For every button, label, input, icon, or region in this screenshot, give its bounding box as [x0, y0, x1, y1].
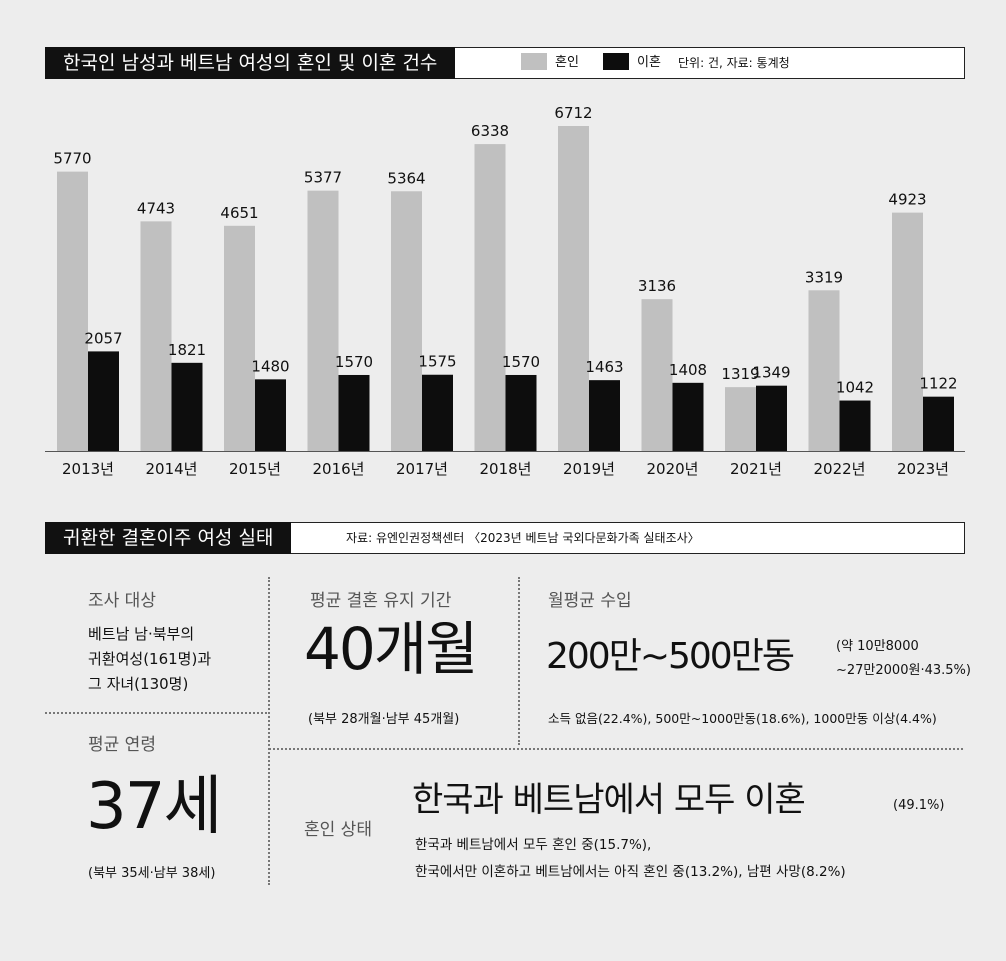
income-note: (약 10만8000 ~27만2000원·43.5%): [836, 635, 971, 683]
x-tick-label: 2019년: [563, 460, 615, 478]
survey-target-line: 베트남 남·북부의: [88, 625, 195, 643]
legend-divorce: 이혼: [603, 48, 661, 78]
data-label-marriage: 4923: [888, 191, 926, 209]
survey-header-bar: 귀환한 결혼이주 여성 실태 자료: 유엔인권정책센터 〈2023년 베트남 국…: [45, 522, 965, 554]
x-tick-label: 2022년: [814, 460, 866, 478]
unit-source-note: 단위: 건, 자료: 통계청: [678, 56, 790, 70]
bar-marriage: [808, 290, 840, 451]
data-label-divorce: 1575: [418, 353, 456, 371]
bar-divorce: [589, 380, 620, 451]
income-note-line: ~27만2000원·43.5%): [836, 663, 971, 678]
survey-source: 자료: 유엔인권정책센터 〈2023년 베트남 국외다문화가족 실태조사〉: [346, 531, 700, 545]
age-note: (북부 35세·남부 38세): [88, 866, 216, 881]
income-title: 월평균 수입: [548, 591, 632, 611]
bar-marriage: [558, 126, 589, 451]
x-tick-label: 2021년: [730, 460, 782, 478]
survey-target-line: 귀환여성(161명)과: [88, 650, 212, 668]
divider-vertical-1: [268, 577, 270, 885]
data-label-marriage: 3319: [805, 268, 843, 286]
bar-marriage: [224, 225, 255, 451]
legend-divorce-label: 이혼: [637, 55, 661, 70]
data-label-marriage: 4651: [220, 204, 258, 222]
divider-horizontal-right: [269, 748, 963, 750]
income-note-line: (약 10만8000: [836, 639, 919, 654]
bar-marriage: [641, 299, 673, 451]
survey-target-text: 베트남 남·북부의 귀환여성(161명)과 그 자녀(130명): [88, 622, 211, 697]
data-label-divorce: 1480: [251, 357, 289, 375]
x-tick-label: 2015년: [229, 460, 281, 478]
age-value: 37세: [86, 770, 222, 844]
marital-value: 한국과 베트남에서 모두 이혼: [412, 780, 806, 820]
data-label-divorce: 1821: [168, 341, 206, 359]
data-label-marriage: 4743: [137, 199, 175, 217]
duration-value: 40개월: [304, 615, 479, 683]
income-detail: 소득 없음(22.4%), 500만~1000만동(18.6%), 1000만동…: [548, 711, 937, 726]
bar-divorce: [756, 385, 787, 451]
marital-pct: (49.1%): [893, 798, 945, 813]
x-tick-label: 2018년: [480, 460, 532, 478]
bar-divorce: [88, 351, 119, 451]
marital-detail-line: 한국과 베트남에서 모두 혼인 중(15.7%),: [415, 837, 652, 853]
bar-marriage: [391, 191, 422, 451]
bar-marriage: [57, 171, 88, 451]
x-tick-label: 2013년: [62, 460, 114, 478]
data-label-marriage: 3136: [638, 277, 676, 295]
marital-detail-line: 한국에서만 이혼하고 베트남에서는 아직 혼인 중(13.2%), 남편 사망(…: [415, 864, 846, 880]
duration-note: (북부 28개월·남부 45개월): [308, 712, 460, 727]
chart-title: 한국인 남성과 베트남 여성의 혼인 및 이혼 건수: [45, 47, 456, 79]
data-label-divorce: 1122: [919, 375, 957, 393]
income-value: 200만~500만동: [546, 636, 795, 677]
x-tick-label: 2014년: [146, 460, 198, 478]
bar-marriage: [140, 221, 172, 451]
survey-title: 귀환한 결혼이주 여성 실태: [45, 522, 292, 554]
chart-header-bar: 한국인 남성과 베트남 여성의 혼인 및 이혼 건수 혼인 이혼 단위: 건, …: [45, 47, 965, 79]
age-title: 평균 연령: [88, 735, 156, 755]
data-label-marriage: 5364: [387, 169, 425, 187]
bar-marriage: [725, 387, 756, 451]
bar-chart: 5770 2057 2013년 4743 1821 2014년 4651 1480 2015년 5…: [45, 104, 965, 478]
bar-marriage: [892, 212, 923, 451]
bar-marriage: [474, 144, 506, 451]
bar-divorce: [672, 382, 704, 451]
x-tick-label: 2016년: [313, 460, 365, 478]
x-tick-label: 2023년: [897, 460, 949, 478]
x-tick-label: 2017년: [396, 460, 448, 478]
data-label-marriage: 5770: [53, 150, 91, 168]
data-label-marriage: 6712: [554, 104, 592, 122]
bar-divorce: [338, 374, 370, 451]
bar-divorce: [505, 374, 537, 451]
divider-vertical-2: [518, 577, 520, 745]
divider-horizontal-left: [45, 712, 267, 714]
data-label-divorce: 1349: [752, 364, 790, 382]
duration-title: 평균 결혼 유지 기간: [310, 591, 452, 611]
data-label-marriage: 6338: [471, 122, 509, 140]
data-label-marriage: 5377: [304, 169, 342, 187]
data-label-divorce: 2057: [84, 329, 122, 347]
survey-target-line: 그 자녀(130명): [88, 675, 189, 693]
bar-divorce: [255, 379, 286, 451]
bar-divorce: [171, 362, 203, 451]
bar-divorce: [923, 396, 954, 451]
bar-divorce: [839, 400, 871, 451]
x-tick-label: 2020년: [647, 460, 699, 478]
data-label-divorce: 1570: [335, 353, 373, 371]
survey-target-title: 조사 대상: [88, 591, 156, 611]
bar-divorce: [422, 374, 453, 451]
marital-detail: 한국과 베트남에서 모두 혼인 중(15.7%), 한국에서만 이혼하고 베트남…: [415, 832, 846, 886]
legend-marriage-swatch: [521, 53, 547, 70]
bar-marriage: [307, 190, 339, 451]
legend-divorce-swatch: [603, 53, 629, 70]
marital-title: 혼인 상태: [304, 820, 372, 840]
data-label-divorce: 1463: [585, 358, 623, 376]
data-label-marriage: 1319: [721, 365, 759, 383]
data-label-divorce: 1042: [836, 379, 874, 397]
data-label-divorce: 1570: [502, 353, 540, 371]
legend-marriage-label: 혼인: [555, 55, 579, 70]
data-label-divorce: 1408: [669, 361, 707, 379]
legend-marriage: 혼인: [521, 48, 579, 78]
